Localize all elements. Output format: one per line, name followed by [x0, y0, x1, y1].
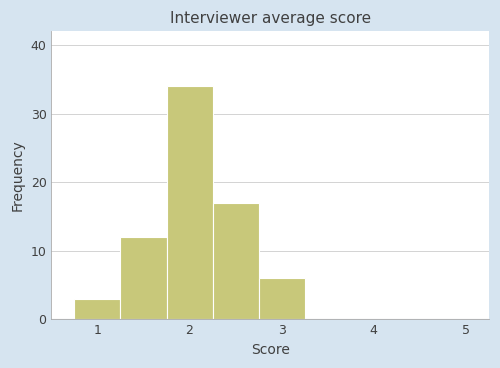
Title: Interviewer average score: Interviewer average score	[170, 11, 370, 26]
Bar	[120, 237, 166, 319]
Bar	[74, 299, 120, 319]
X-axis label: Score: Score	[250, 343, 290, 357]
Y-axis label: Frequency: Frequency	[11, 139, 25, 211]
Bar	[258, 278, 304, 319]
Bar	[166, 86, 212, 319]
Bar	[212, 203, 258, 319]
